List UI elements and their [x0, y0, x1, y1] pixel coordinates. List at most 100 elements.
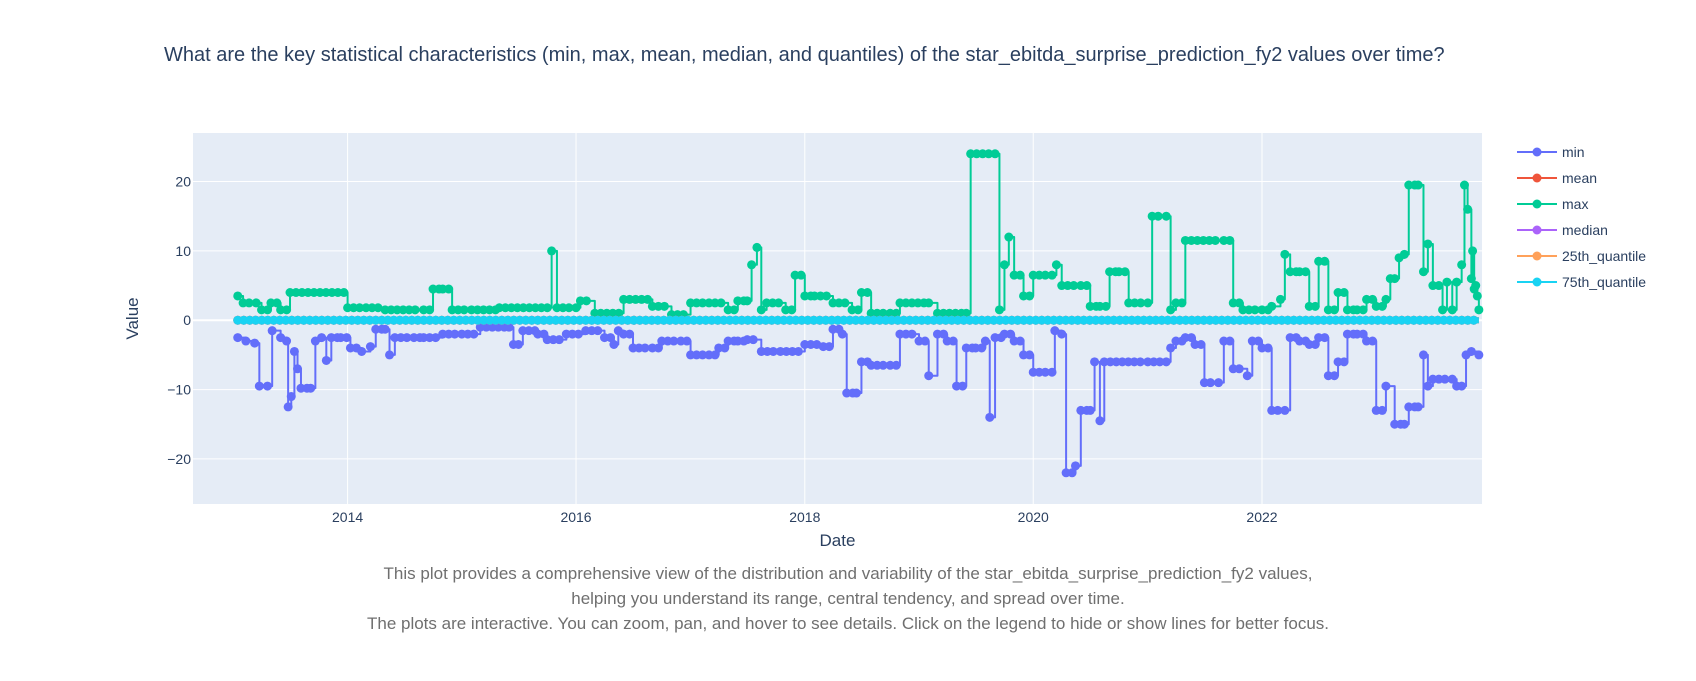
- data-point-max[interactable]: [1474, 305, 1484, 315]
- data-point-min[interactable]: [1466, 346, 1476, 356]
- legend-item-min[interactable]: min: [1517, 144, 1585, 160]
- data-point-min[interactable]: [306, 383, 316, 393]
- series-75th_quantile[interactable]: [233, 315, 1479, 325]
- data-point-max[interactable]: [1399, 249, 1409, 259]
- data-point-max[interactable]: [1471, 281, 1481, 291]
- data-point-max[interactable]: [1457, 260, 1467, 270]
- data-point-max[interactable]: [1161, 211, 1171, 221]
- data-point-min[interactable]: [241, 336, 251, 346]
- data-point-min[interactable]: [1161, 357, 1171, 367]
- data-point-max[interactable]: [1472, 291, 1482, 301]
- data-point-max[interactable]: [999, 260, 1009, 270]
- data-point-min[interactable]: [250, 338, 260, 348]
- data-point-min[interactable]: [980, 336, 990, 346]
- data-point-min: [342, 333, 352, 343]
- data-point-min[interactable]: [1399, 419, 1409, 429]
- data-point-min[interactable]: [1474, 350, 1484, 360]
- data-point-max[interactable]: [251, 298, 261, 308]
- data-point-min[interactable]: [365, 342, 375, 352]
- data-point-min[interactable]: [357, 346, 367, 356]
- data-point-min[interactable]: [385, 350, 395, 360]
- series-min[interactable]: [233, 322, 1484, 478]
- data-point-min: [1253, 336, 1263, 346]
- data-point-max[interactable]: [1452, 277, 1462, 287]
- data-point-min[interactable]: [1050, 326, 1060, 336]
- data-point-min[interactable]: [1413, 402, 1423, 412]
- data-point-max[interactable]: [1438, 305, 1448, 315]
- data-point-max[interactable]: [990, 149, 1000, 159]
- data-point-min[interactable]: [282, 336, 292, 346]
- data-point-max[interactable]: [994, 305, 1004, 315]
- data-point-min[interactable]: [286, 392, 296, 402]
- data-point-min[interactable]: [380, 324, 390, 334]
- data-point-min[interactable]: [262, 381, 272, 391]
- data-point-max[interactable]: [1466, 274, 1476, 284]
- data-point-min[interactable]: [513, 340, 523, 350]
- data-point-min[interactable]: [1085, 405, 1095, 415]
- data-point-max[interactable]: [1390, 274, 1400, 284]
- data-point-min[interactable]: [985, 412, 995, 422]
- data-point-min[interactable]: [1047, 367, 1057, 377]
- data-point-min[interactable]: [1418, 350, 1428, 360]
- data-point-min[interactable]: [1057, 329, 1067, 339]
- data-point-max[interactable]: [1166, 305, 1176, 315]
- data-point-max[interactable]: [1280, 249, 1290, 259]
- data-point-max[interactable]: [756, 305, 766, 315]
- data-point-min[interactable]: [1457, 381, 1467, 391]
- legend-item-median[interactable]: median: [1517, 222, 1608, 238]
- data-point-max[interactable]: [1381, 294, 1391, 304]
- data-point-max[interactable]: [1051, 260, 1061, 270]
- data-point-min[interactable]: [1166, 343, 1176, 353]
- data-point-max[interactable]: [1468, 246, 1478, 256]
- data-point-min[interactable]: [289, 346, 299, 356]
- data-point-max[interactable]: [547, 246, 557, 256]
- data-point-min[interactable]: [1070, 461, 1080, 471]
- legend-item-75th_quantile[interactable]: 75th_quantile: [1517, 274, 1646, 290]
- legend-item-mean[interactable]: mean: [1517, 170, 1597, 186]
- data-point-min[interactable]: [1214, 378, 1224, 388]
- legend-item-25th_quantile[interactable]: 25th_quantile: [1517, 248, 1646, 264]
- data-point-max[interactable]: [571, 303, 581, 313]
- data-point-max[interactable]: [1047, 270, 1057, 280]
- data-point-min[interactable]: [267, 326, 277, 336]
- data-point-min[interactable]: [1242, 371, 1252, 381]
- series-max[interactable]: [233, 149, 1484, 320]
- data-point-max[interactable]: [1463, 204, 1473, 214]
- data-point-min[interactable]: [837, 329, 847, 339]
- data-point-max[interactable]: [1267, 301, 1277, 311]
- data-point-max[interactable]: [924, 298, 934, 308]
- data-point-max[interactable]: [1413, 180, 1423, 190]
- data-point-max[interactable]: [1459, 180, 1469, 190]
- data-point-max[interactable]: [742, 296, 752, 306]
- data-point-max[interactable]: [1418, 267, 1428, 277]
- data-point-min[interactable]: [924, 371, 934, 381]
- data-point-min[interactable]: [1090, 357, 1100, 367]
- data-point-max[interactable]: [1143, 298, 1153, 308]
- data-point-min[interactable]: [233, 333, 243, 343]
- data-point-max[interactable]: [1423, 239, 1433, 249]
- data-point-min[interactable]: [293, 364, 303, 374]
- data-point-min[interactable]: [1423, 381, 1433, 391]
- data-point-min[interactable]: [609, 340, 619, 350]
- data-point-min[interactable]: [317, 333, 327, 343]
- data-point-max[interactable]: [1275, 294, 1285, 304]
- data-point-min[interactable]: [254, 381, 264, 391]
- data-point-min[interactable]: [321, 355, 331, 365]
- legend-item-max[interactable]: max: [1517, 196, 1588, 212]
- data-point-max[interactable]: [747, 260, 757, 270]
- data-point-min[interactable]: [1095, 416, 1105, 426]
- data-point-max[interactable]: [1004, 232, 1014, 242]
- data-point-max[interactable]: [752, 242, 762, 252]
- data-point-min[interactable]: [851, 388, 861, 398]
- data-point-min[interactable]: [1280, 405, 1290, 415]
- data-point-max[interactable]: [542, 303, 552, 313]
- data-point-max[interactable]: [233, 291, 243, 301]
- data-point-max[interactable]: [961, 308, 971, 318]
- data-point-max[interactable]: [1442, 277, 1452, 287]
- data-point-max[interactable]: [1447, 305, 1457, 315]
- data-point-min[interactable]: [504, 322, 514, 332]
- data-point-min[interactable]: [1447, 374, 1457, 384]
- data-point-min[interactable]: [1381, 381, 1391, 391]
- data-point-min[interactable]: [283, 402, 293, 412]
